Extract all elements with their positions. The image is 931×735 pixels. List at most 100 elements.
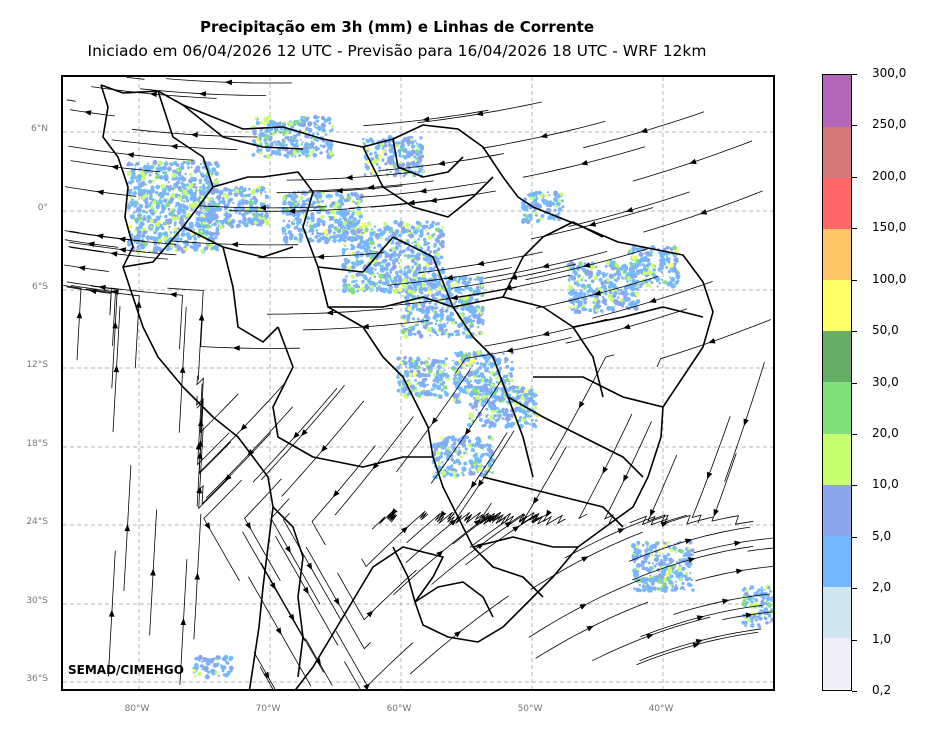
precip-cell bbox=[465, 317, 471, 323]
precip-cell bbox=[369, 231, 375, 237]
precip-cell bbox=[254, 207, 258, 212]
precip-cell bbox=[175, 183, 178, 186]
precip-cell bbox=[181, 177, 187, 182]
precip-cell bbox=[209, 657, 215, 663]
precip-cell bbox=[282, 197, 286, 201]
precip-cell bbox=[207, 219, 213, 225]
precip-cell bbox=[582, 276, 585, 279]
precip-cell bbox=[171, 187, 175, 191]
precip-cell bbox=[147, 235, 150, 239]
precip-cell bbox=[502, 418, 505, 421]
precip-cell bbox=[411, 145, 413, 148]
precip-cell bbox=[507, 373, 510, 376]
precip-cell bbox=[403, 271, 408, 277]
precip-cell bbox=[546, 191, 549, 194]
precip-cell bbox=[293, 137, 297, 140]
streamline-arrow bbox=[180, 618, 187, 626]
precip-cell bbox=[343, 212, 348, 217]
precip-cell bbox=[766, 603, 771, 608]
precip-cell bbox=[368, 249, 372, 253]
precip-cell bbox=[137, 175, 141, 179]
colorbar-tick bbox=[852, 279, 857, 281]
precip-cell bbox=[132, 191, 137, 196]
precip-cell bbox=[346, 195, 352, 201]
precip-cell bbox=[523, 416, 527, 420]
precip-cell bbox=[744, 624, 748, 627]
precip-cell bbox=[504, 409, 509, 414]
precip-cell bbox=[129, 214, 135, 220]
precip-cell bbox=[341, 248, 347, 253]
precip-cell bbox=[299, 122, 305, 127]
colorbar-segment bbox=[823, 177, 851, 229]
precip-cell bbox=[249, 198, 253, 201]
precip-cell bbox=[433, 358, 437, 362]
precip-cell bbox=[461, 375, 464, 379]
precip-cell bbox=[155, 166, 160, 171]
precip-cell bbox=[644, 583, 647, 586]
precip-cell bbox=[126, 162, 130, 167]
streamline-arrow bbox=[194, 572, 201, 580]
precip-cell bbox=[322, 235, 326, 240]
precip-cell bbox=[210, 231, 216, 237]
precip-cell bbox=[292, 150, 297, 156]
precip-cell bbox=[149, 193, 153, 197]
precip-cell bbox=[458, 392, 461, 395]
colorbar-segment bbox=[823, 75, 851, 127]
precip-cell bbox=[310, 203, 314, 207]
precip-cell bbox=[348, 252, 351, 255]
precip-cell bbox=[393, 279, 398, 283]
precip-cell bbox=[368, 281, 373, 286]
border-line bbox=[507, 396, 644, 478]
precip-cell bbox=[467, 391, 471, 394]
precip-cell bbox=[310, 149, 315, 154]
precip-cell bbox=[238, 190, 244, 196]
border-line bbox=[472, 536, 578, 548]
precip-cell bbox=[659, 551, 662, 555]
precip-cell bbox=[174, 205, 177, 208]
precip-cell bbox=[432, 232, 436, 236]
streamline-arrow bbox=[198, 91, 207, 97]
latitude-label: 18°S bbox=[26, 439, 48, 449]
precip-cell bbox=[457, 323, 462, 328]
precip-cell bbox=[262, 216, 266, 220]
precip-cell bbox=[329, 146, 333, 151]
precip-cell bbox=[416, 356, 420, 361]
precip-cell bbox=[470, 465, 475, 469]
precip-cell bbox=[476, 350, 481, 355]
precip-cell bbox=[167, 188, 172, 192]
precip-cell bbox=[410, 156, 413, 159]
precip-cell bbox=[774, 623, 775, 625]
precip-cell bbox=[652, 586, 657, 591]
precip-cell bbox=[444, 436, 450, 441]
precip-cell bbox=[276, 122, 282, 127]
precip-cell bbox=[427, 286, 430, 289]
precip-cell bbox=[480, 276, 484, 280]
precip-cell bbox=[205, 242, 210, 247]
precip-cell bbox=[410, 140, 415, 144]
precip-cell bbox=[649, 577, 655, 583]
precip-cell bbox=[176, 227, 180, 231]
precip-cell bbox=[631, 271, 636, 276]
precip-cell bbox=[404, 320, 408, 323]
streamline bbox=[711, 453, 754, 525]
precip-cell bbox=[441, 380, 446, 385]
precip-cell bbox=[399, 144, 403, 148]
precip-cell bbox=[303, 151, 306, 155]
precip-cell bbox=[467, 354, 472, 358]
streamline-arrow bbox=[197, 419, 204, 427]
colorbar-tick bbox=[852, 588, 857, 590]
precip-cell bbox=[364, 284, 369, 289]
precip-cell bbox=[422, 318, 425, 321]
precip-cell bbox=[629, 261, 633, 265]
precip-cell bbox=[418, 307, 423, 312]
precip-cell bbox=[260, 186, 266, 192]
precip-cell bbox=[310, 215, 315, 221]
precip-cell bbox=[638, 259, 643, 264]
streamline-arrow bbox=[648, 297, 657, 303]
precip-cell bbox=[391, 259, 394, 262]
precip-cell bbox=[306, 221, 309, 224]
precip-cell bbox=[422, 378, 425, 381]
precip-cell bbox=[405, 290, 408, 294]
precip-cell bbox=[329, 218, 332, 221]
precip-cell bbox=[415, 272, 419, 276]
